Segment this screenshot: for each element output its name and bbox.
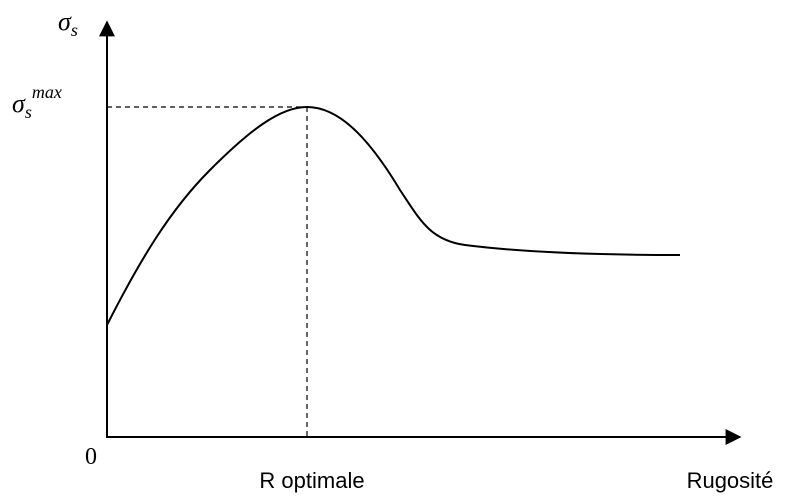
x-axis-label: Rugosité — [687, 468, 774, 493]
symbol: σ — [58, 7, 72, 36]
subscript: s — [25, 102, 32, 122]
curve — [106, 105, 681, 326]
y-axis-label: σs — [58, 7, 78, 40]
max-label: σsmax — [12, 82, 62, 122]
superscript: max — [32, 82, 62, 102]
x-marker-label: R optimale — [259, 468, 364, 493]
symbol: σ — [12, 89, 26, 118]
origin-label: 0 — [85, 444, 97, 470]
subscript: s — [71, 20, 78, 40]
